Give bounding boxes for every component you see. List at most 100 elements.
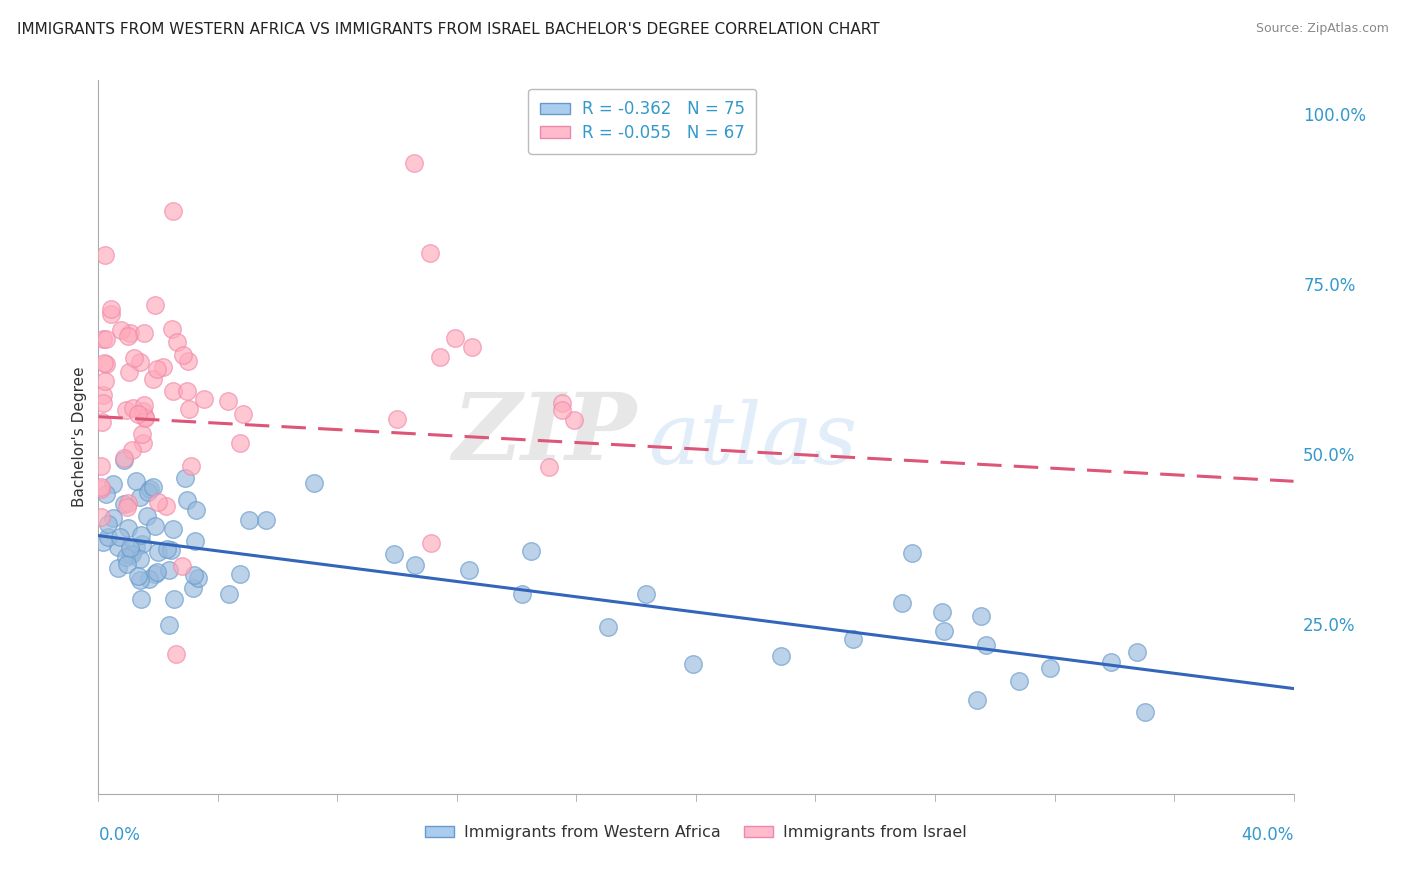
Point <box>107 540 129 554</box>
Point <box>1099 656 1122 670</box>
Point <box>143 567 166 582</box>
Point <box>385 412 408 426</box>
Point <box>114 403 136 417</box>
Point <box>510 587 533 601</box>
Point <box>91 415 114 429</box>
Point <box>232 407 254 421</box>
Point <box>115 500 138 515</box>
Point <box>128 491 150 505</box>
Point <box>121 548 143 562</box>
Point <box>90 482 112 496</box>
Point <box>966 693 988 707</box>
Point <box>132 403 155 417</box>
Point <box>117 496 139 510</box>
Point <box>901 546 924 560</box>
Point <box>931 606 953 620</box>
Point <box>162 203 184 218</box>
Point <box>170 559 193 574</box>
Point <box>118 326 141 341</box>
Point <box>145 298 167 312</box>
Point <box>183 534 205 549</box>
Point <box>110 323 132 337</box>
Point <box>934 624 956 639</box>
Point <box>91 332 114 346</box>
Point <box>157 563 180 577</box>
Point <box>90 509 112 524</box>
Point <box>461 340 484 354</box>
Point <box>146 566 169 580</box>
Point <box>97 530 120 544</box>
Point <box>152 359 174 374</box>
Point <box>129 552 152 566</box>
Point <box>1008 674 1031 689</box>
Point <box>115 549 138 564</box>
Point <box>143 518 166 533</box>
Point <box>134 409 156 424</box>
Point <box>138 572 160 586</box>
Point <box>183 581 205 595</box>
Point <box>94 487 117 501</box>
Point <box>136 508 159 523</box>
Point <box>91 396 114 410</box>
Point <box>122 351 145 366</box>
Point <box>218 587 240 601</box>
Point <box>974 638 997 652</box>
Point <box>134 398 156 412</box>
Point <box>91 388 114 402</box>
Point <box>101 476 124 491</box>
Point <box>136 484 159 499</box>
Point <box>173 471 195 485</box>
Point <box>93 356 115 370</box>
Point <box>148 545 170 559</box>
Text: ZIP: ZIP <box>451 389 637 478</box>
Point <box>1133 706 1156 720</box>
Point <box>103 511 125 525</box>
Point <box>228 436 250 450</box>
Point <box>127 569 149 583</box>
Point <box>551 403 574 417</box>
Point <box>537 460 560 475</box>
Point <box>129 355 152 369</box>
Point <box>127 408 149 422</box>
Point <box>121 443 143 458</box>
Point <box>94 374 117 388</box>
Point <box>769 648 792 663</box>
Point <box>172 348 194 362</box>
Point <box>97 517 120 532</box>
Point <box>187 571 209 585</box>
Point <box>550 396 572 410</box>
Point <box>145 362 167 376</box>
Point <box>157 617 180 632</box>
Point <box>115 558 138 572</box>
Point <box>402 155 425 169</box>
Point <box>132 436 155 450</box>
Point <box>254 512 277 526</box>
Point <box>134 411 156 425</box>
Point <box>91 535 114 549</box>
Point <box>118 541 141 556</box>
Point <box>155 499 177 513</box>
Point <box>429 351 451 365</box>
Point <box>94 248 117 262</box>
Point <box>419 246 441 260</box>
Point <box>179 402 201 417</box>
Point <box>1039 661 1062 675</box>
Point <box>177 354 200 368</box>
Point <box>146 494 169 508</box>
Point <box>165 647 187 661</box>
Point <box>96 332 118 346</box>
Point <box>100 307 122 321</box>
Point <box>118 365 141 379</box>
Point <box>117 521 139 535</box>
Point <box>229 567 252 582</box>
Point <box>443 331 465 345</box>
Point <box>404 558 426 573</box>
Point <box>139 482 162 496</box>
Point <box>129 591 152 606</box>
Point <box>107 561 129 575</box>
Point <box>970 608 993 623</box>
Point <box>142 480 165 494</box>
Point <box>162 384 184 398</box>
Point <box>160 322 183 336</box>
Point <box>890 596 912 610</box>
